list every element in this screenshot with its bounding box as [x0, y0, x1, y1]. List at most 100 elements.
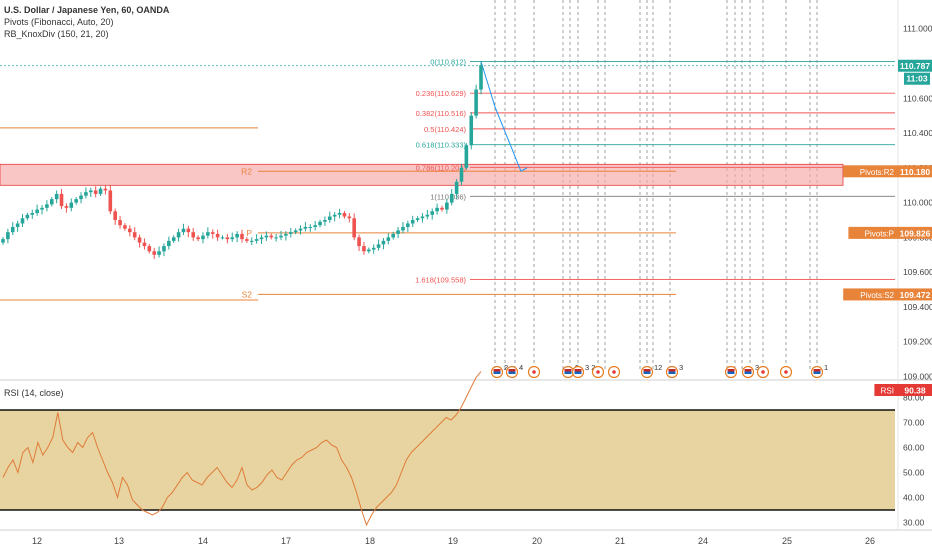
event-clock-icon[interactable] — [779, 365, 793, 379]
candle-body — [430, 211, 435, 215]
candle-body — [440, 207, 444, 210]
candle — [59, 189, 64, 209]
time-tick-label: 13 — [114, 536, 124, 546]
candle — [313, 221, 317, 231]
fib-trend-line — [480, 61, 528, 173]
candle — [464, 143, 469, 170]
candle — [445, 199, 449, 214]
candle-body — [162, 246, 166, 252]
candle — [284, 231, 288, 241]
pivot-r2-value: 110.180 — [900, 167, 931, 177]
candle — [152, 247, 157, 259]
rsi-tick-label: 60.00 — [903, 443, 925, 453]
candle-body — [415, 218, 420, 220]
indicator-knoxdiv-label[interactable]: RB_KnoxDiv (150, 21, 20) — [4, 29, 109, 39]
price-badges: 110.787 11:03 Pivots:R2 110.180 Pivots:P 109.… — [843, 59, 932, 396]
candle — [298, 225, 303, 235]
event-clock-icon[interactable] — [527, 365, 541, 379]
event-count-label: 12 — [654, 363, 662, 372]
event-clock-icon[interactable] — [756, 365, 770, 379]
candle — [128, 225, 132, 237]
candle-body — [303, 226, 308, 229]
candle-body — [84, 192, 88, 196]
candle-body — [308, 226, 313, 228]
candle — [54, 190, 59, 204]
candle-body — [406, 223, 410, 227]
candle — [254, 234, 259, 244]
candle — [288, 228, 293, 238]
candle-body — [1, 239, 5, 243]
candle-body — [367, 249, 371, 252]
pivot-s2-label: Pivots:S2 — [860, 291, 894, 300]
event-flag-icon[interactable]: 1 — [810, 363, 829, 379]
pivot-r2-badge: Pivots:R2 110.180 — [843, 165, 932, 178]
candle-body — [79, 195, 83, 200]
fibonacci-retracement: 0(110.812) 0.236(110.629) 0.382(110.516) 0.… — [0, 57, 895, 284]
candle — [362, 241, 366, 255]
rsi-legend-label[interactable]: RSI (14, close) — [4, 388, 64, 398]
candle-body — [254, 239, 259, 241]
candle-body — [332, 214, 337, 217]
fib-label: 0.618(110.333) — [416, 141, 467, 150]
candle-body — [54, 193, 59, 200]
pivot-zones: R2 P S2 — [0, 127, 844, 301]
event-flag-icon[interactable]: 2 — [490, 363, 509, 379]
event-flag-icon[interactable]: 3 — [665, 363, 684, 379]
candle-body — [293, 230, 298, 233]
pivot-s2-badge: Pivots:S2 109.472 — [843, 288, 932, 301]
candle-body — [410, 220, 415, 224]
candle — [1, 237, 5, 245]
candle — [215, 229, 220, 241]
candle — [162, 243, 166, 257]
candle — [118, 215, 122, 229]
candle-body — [230, 237, 235, 240]
candle-body — [6, 232, 10, 240]
countdown-badge: 11:03 — [904, 72, 930, 85]
candle-body — [401, 226, 405, 231]
candle — [123, 223, 127, 231]
candle-body — [279, 235, 283, 238]
event-flag-icon[interactable]: 3 — [741, 363, 760, 379]
rsi-value-value-box — [898, 384, 932, 396]
candle-body — [45, 204, 49, 208]
flag-stripe-icon — [744, 371, 752, 374]
candle — [206, 227, 210, 239]
candle — [367, 247, 371, 254]
event-flag-icon[interactable]: 4 — [505, 363, 524, 379]
time-tick-label: 24 — [698, 536, 708, 546]
price-tick-label: 109.200 — [903, 337, 932, 347]
flag-stripe-icon — [493, 371, 501, 374]
rsi-tick-label: 70.00 — [903, 418, 925, 428]
time-tick-label: 17 — [281, 536, 291, 546]
candle-body — [464, 145, 469, 168]
candle — [415, 216, 420, 223]
event-flag-icon[interactable]: 12 — [640, 363, 663, 379]
candle — [386, 233, 391, 245]
candle-body — [137, 237, 142, 243]
candle-body — [142, 242, 147, 247]
last-price-badge: 110.787 — [898, 59, 932, 72]
event-clock-icon[interactable] — [607, 365, 621, 379]
candle-body — [454, 181, 459, 194]
candle — [318, 219, 322, 228]
event-flag-icon[interactable] — [724, 365, 738, 379]
event-clock-icon[interactable] — [591, 365, 605, 379]
event-count-label: 3 — [679, 363, 683, 372]
pivot-s2-value: 109.472 — [900, 290, 931, 300]
candle-body — [352, 218, 356, 238]
time-tick-label: 19 — [448, 536, 458, 546]
candle-body — [225, 237, 230, 240]
event-flag-icon[interactable]: 3 2 — [571, 363, 596, 379]
candle-body — [15, 223, 20, 227]
candle-body — [118, 220, 122, 226]
candle — [132, 227, 137, 241]
pivot-s2-label-box — [843, 288, 898, 301]
time-tick-label: 12 — [32, 536, 42, 546]
candle — [396, 226, 400, 239]
indicator-pivots-label[interactable]: Pivots (Fibonacci, Auto, 20) — [4, 17, 114, 27]
candle — [406, 220, 410, 232]
candle-body — [176, 232, 181, 238]
candle-body — [108, 190, 113, 212]
candle — [40, 205, 44, 215]
